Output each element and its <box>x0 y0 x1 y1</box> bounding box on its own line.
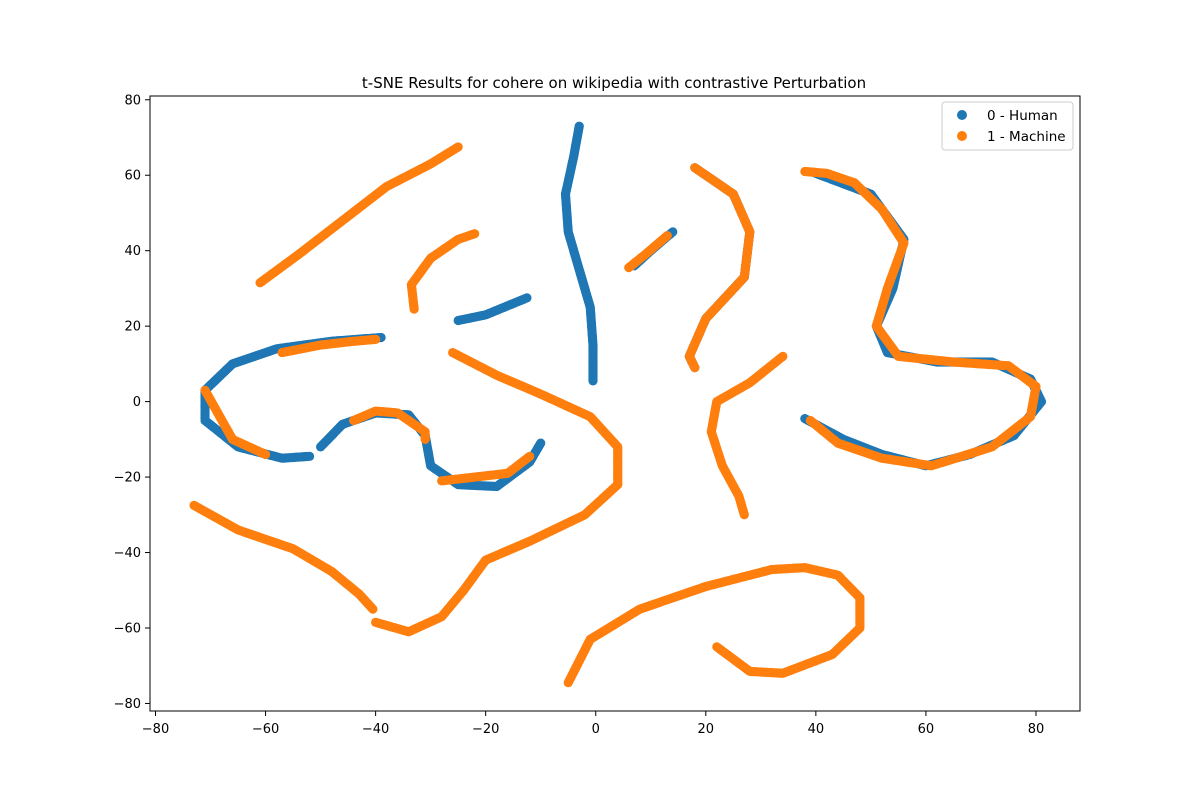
data-point <box>712 642 722 652</box>
x-tick-label: 80 <box>1028 722 1045 737</box>
data-point <box>420 434 430 444</box>
data-point <box>470 229 480 239</box>
axes-frame <box>149 95 1081 712</box>
data-point <box>662 231 672 241</box>
point-cluster <box>800 166 1041 471</box>
y-tick-label: 20 <box>124 320 141 335</box>
point-cluster <box>371 347 623 637</box>
legend-label-human: 0 - Human <box>987 108 1058 124</box>
data-point <box>453 142 463 152</box>
x-tick-label: 40 <box>808 722 825 737</box>
data-point <box>260 449 271 460</box>
data-point <box>805 415 815 426</box>
data-point <box>536 438 546 448</box>
y-tick-label: 40 <box>124 244 141 259</box>
legend-label-machine: 1 - Machine <box>987 129 1066 145</box>
y-tick-label: 60 <box>124 169 141 184</box>
y-tick-label: −40 <box>114 546 141 561</box>
point-cluster <box>563 563 865 688</box>
point-cluster <box>277 334 381 358</box>
x-tick-label: 0 <box>592 722 600 737</box>
y-tick-label: 80 <box>124 93 141 108</box>
data-point <box>368 604 378 614</box>
plot-area <box>189 121 1047 688</box>
point-cluster <box>560 121 598 386</box>
data-point <box>588 376 598 386</box>
y-tick-label: −20 <box>114 471 141 486</box>
point-cluster <box>453 293 532 326</box>
legend-marker-human <box>957 110 967 120</box>
chart-title: t-SNE Results for cohere on wikipedia wi… <box>362 74 866 92</box>
point-cluster <box>706 351 788 520</box>
x-axis: −80 −60 −40 −20 0 20 40 60 80 <box>142 711 1044 737</box>
x-tick-label: −40 <box>362 722 389 737</box>
data-point <box>371 334 381 344</box>
y-tick-label: −80 <box>114 697 141 712</box>
point-cluster <box>189 500 378 614</box>
data-point <box>522 293 532 303</box>
point-cluster <box>684 163 755 373</box>
point-cluster <box>200 385 271 460</box>
point-cluster <box>437 451 535 486</box>
point-cluster <box>406 229 480 314</box>
point-cluster <box>349 406 430 444</box>
y-axis: −80 −60 −40 −20 0 20 40 60 80 <box>114 93 150 712</box>
data-point <box>304 451 315 461</box>
data-point <box>525 451 535 461</box>
legend-box <box>941 101 1074 151</box>
data-point <box>739 510 749 520</box>
point-cluster <box>800 168 1047 471</box>
x-tick-label: 20 <box>698 722 715 737</box>
legend-marker-machine <box>957 131 967 141</box>
point-cluster <box>255 142 463 288</box>
point-cluster <box>624 231 672 273</box>
legend: 0 - Human 1 - Machine <box>941 101 1074 151</box>
x-tick-label: −20 <box>472 722 499 737</box>
y-tick-label: −60 <box>114 621 141 636</box>
x-tick-label: −80 <box>142 722 169 737</box>
data-point <box>371 617 381 627</box>
x-tick-label: 60 <box>918 722 935 737</box>
data-point <box>690 363 700 373</box>
x-tick-label: −60 <box>252 722 279 737</box>
y-tick-label: 0 <box>133 395 141 410</box>
